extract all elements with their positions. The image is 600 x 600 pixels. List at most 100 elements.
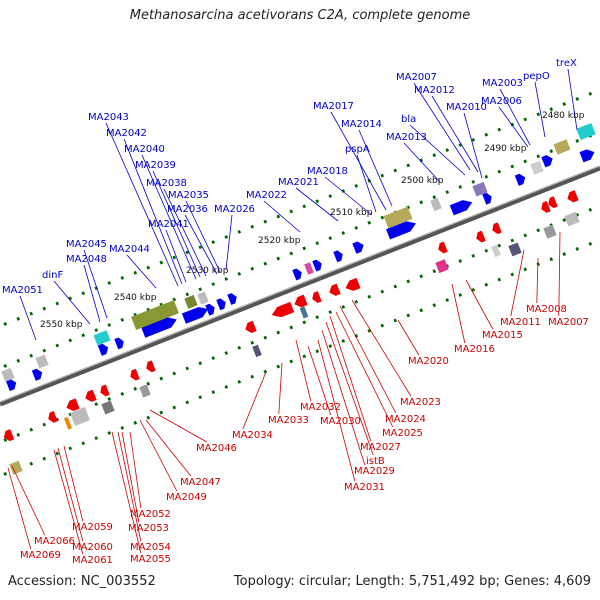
forward-label-leader [463, 112, 483, 179]
reverse-gene-label: istB [366, 456, 385, 467]
track-tick-2 [432, 269, 437, 274]
track-tick-1 [133, 312, 138, 317]
scale-label: 2550 kbp [40, 320, 83, 330]
reverse-gene-arrow [476, 230, 486, 243]
track-tick-1 [198, 287, 203, 292]
reverse-gene-arrow-shape [548, 196, 558, 209]
track-tick-1 [185, 292, 190, 297]
track-tick-2 [549, 223, 554, 228]
track-tick-0 [471, 137, 476, 142]
track-tick-1 [367, 220, 372, 225]
forward-gene-arrow [312, 259, 322, 272]
track-tick-2 [497, 243, 502, 248]
reverse-gene-arrow [85, 389, 97, 402]
forward-gene-label: dinF [42, 270, 63, 281]
reverse-gene-label: MA2032 [300, 402, 341, 413]
forward-gene-label: MA2017 [313, 101, 354, 112]
forward-gene-arrow-shape [482, 192, 492, 205]
track-tick-3 [3, 472, 8, 476]
track-tick-1 [250, 266, 255, 271]
accession-label: Accession: NC_003552 [8, 574, 156, 589]
reverse-label-leader [117, 431, 142, 542]
track-tick-0 [497, 127, 502, 132]
forward-gene-label: bla [401, 114, 416, 125]
track-tick-2 [523, 233, 528, 238]
track-tick-0 [302, 204, 307, 209]
forward-gene-box-shape [35, 354, 49, 369]
track-tick-2 [367, 294, 372, 299]
reverse-gene-label: MA2029 [354, 466, 395, 477]
forward-gene-arrow-shape [216, 298, 226, 311]
reverse-gene-box-shape [564, 211, 580, 227]
reverse-label-leader [351, 299, 412, 397]
track-tick-0 [81, 291, 86, 296]
forward-gene-arrow-shape [31, 368, 43, 381]
track-tick-1 [159, 302, 164, 307]
track-tick-2 [406, 279, 411, 284]
forward-gene-arrow-shape [141, 317, 177, 338]
track-tick-3 [211, 390, 216, 395]
reverse-gene-box [543, 224, 557, 239]
forward-gene-box-shape [472, 181, 488, 197]
track-tick-3 [367, 328, 372, 333]
track-tick-2 [315, 315, 320, 320]
forward-gene-arrow [333, 250, 343, 263]
track-tick-2 [198, 361, 203, 366]
track-tick-2 [471, 253, 476, 258]
track-tick-1 [172, 297, 177, 302]
reverse-gene-label: MA2059 [72, 522, 113, 533]
reverse-gene-box-shape [299, 306, 309, 319]
forward-label-leader [358, 129, 393, 207]
track-tick-3 [146, 415, 151, 420]
track-tick-1 [120, 318, 125, 322]
track-tick-2 [289, 325, 294, 330]
forward-gene-box-shape [93, 330, 111, 346]
forward-gene-arrow [114, 337, 124, 350]
forward-label-leader [19, 295, 37, 341]
track-tick-3 [224, 385, 229, 389]
forward-gene-arrow [449, 200, 473, 216]
track-tick-2 [42, 422, 47, 427]
reverse-gene-label: MA2027 [360, 442, 401, 453]
scale-label: 2520 kbp [258, 236, 301, 246]
reverse-label-leader [63, 445, 84, 522]
track-tick-0 [445, 148, 450, 152]
forward-gene-box-shape [131, 300, 179, 330]
reverse-gene-arrow [548, 196, 558, 209]
forward-gene-label: MA2012 [414, 85, 455, 96]
forward-gene-arrow [97, 343, 109, 356]
forward-gene-arrow-shape [5, 378, 17, 392]
track-tick-2 [3, 438, 8, 442]
scale-label: 2490 kbp [484, 144, 527, 154]
track-tick-0 [432, 153, 437, 158]
forward-gene-label: MA2036 [167, 204, 208, 215]
track-tick-1 [81, 333, 86, 338]
reverse-gene-box [139, 384, 151, 398]
forward-gene-arrow [5, 378, 17, 392]
forward-gene-arrow [482, 192, 492, 205]
track-tick-3 [588, 241, 593, 246]
forward-gene-arrow-shape [227, 293, 237, 305]
reverse-gene-arrow [271, 301, 295, 318]
reverse-label-leader [397, 319, 420, 356]
track-tick-0 [549, 107, 554, 112]
reverse-gene-arrow [100, 384, 110, 397]
track-tick-1 [237, 272, 242, 276]
track-tick-3 [536, 262, 541, 267]
forward-gene-arrow-shape [352, 241, 364, 254]
track-tick-2 [146, 381, 151, 386]
reverse-gene-arrow-shape [85, 389, 97, 402]
track-tick-1 [328, 236, 333, 240]
reverse-gene-box [299, 306, 309, 319]
track-tick-0 [42, 306, 47, 311]
reverse-gene-arrow [329, 283, 341, 296]
track-tick-0 [510, 122, 515, 127]
forward-gene-arrow-shape [541, 155, 553, 168]
forward-gene-arrow-shape [386, 221, 416, 240]
reverse-gene-box-shape [435, 259, 449, 274]
reverse-gene-box [564, 211, 580, 227]
reverse-label-leader [339, 305, 397, 414]
forward-label-leader [534, 81, 546, 138]
forward-gene-label: MA2051 [2, 285, 43, 296]
